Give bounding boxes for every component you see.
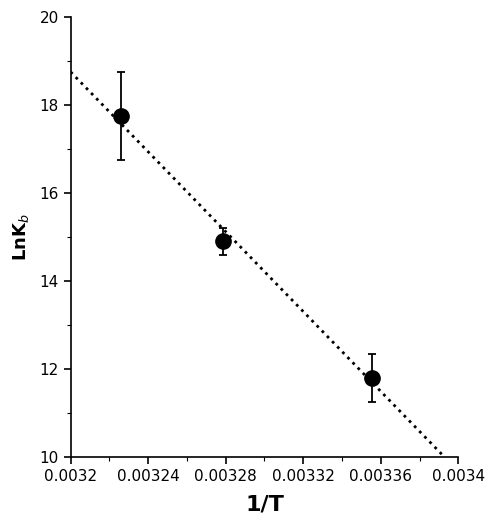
Y-axis label: LnK$_b$: LnK$_b$: [11, 213, 31, 261]
X-axis label: 1/T: 1/T: [245, 495, 284, 515]
